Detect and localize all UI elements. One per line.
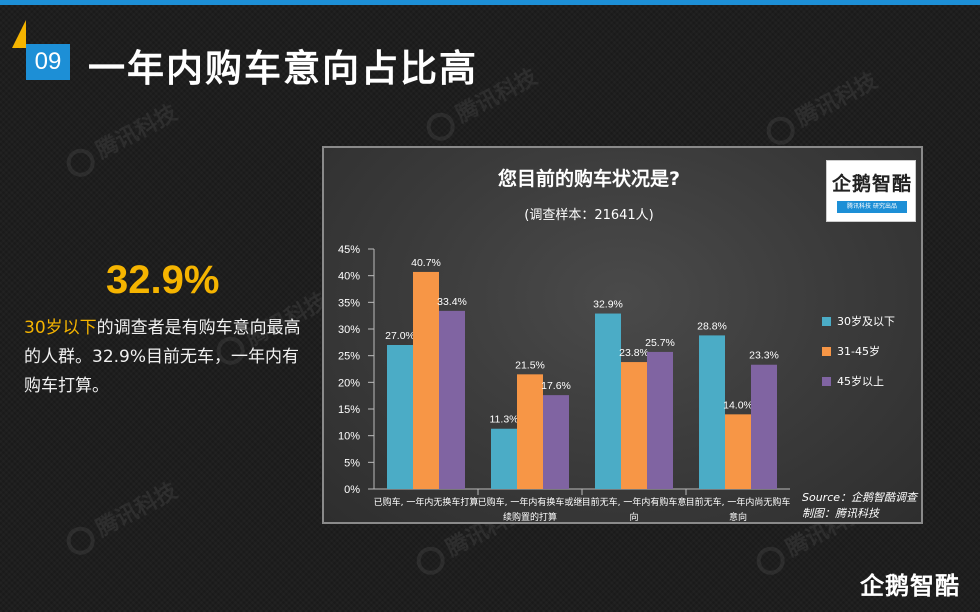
bar xyxy=(439,310,465,489)
chart-logo-name: 企鹅智酷 xyxy=(831,173,912,195)
top-accent-bar xyxy=(0,0,980,5)
y-tick-label: 30% xyxy=(338,324,360,336)
watermark-logo-icon xyxy=(751,541,790,580)
bar xyxy=(491,428,517,489)
y-tick-label: 45% xyxy=(338,244,360,256)
chart-logo: 企鹅智酷 腾讯科技 研究出品 xyxy=(826,160,916,222)
slide-number: 09 xyxy=(26,44,70,80)
bar-value-label: 25.7% xyxy=(645,337,675,349)
watermark: 腾讯科技 xyxy=(59,95,182,182)
bar-value-label: 17.6% xyxy=(541,380,571,392)
footer-logo: 企鹅智酷 xyxy=(860,572,960,600)
bar-value-label: 32.9% xyxy=(593,299,623,311)
bar xyxy=(413,271,439,489)
description-highlight: 30岁以下 xyxy=(24,318,97,338)
bar-value-label: 27.0% xyxy=(385,330,415,342)
legend-item: 31-45岁 xyxy=(822,336,895,366)
bar-value-label: 21.5% xyxy=(515,359,545,371)
legend-swatch xyxy=(822,346,831,356)
bar xyxy=(621,362,647,489)
bar-chart: 0% 5% 10% 15% 20% 25% 30% 35% 40% 45% 27.0% 40.7% 33… xyxy=(338,244,791,522)
legend-label: 31-45岁 xyxy=(837,345,880,358)
watermark-logo-icon xyxy=(411,541,450,580)
chart-title: 您目前的购车状况是? xyxy=(497,168,681,190)
source-line: Source：企鹅智酷调查 xyxy=(802,491,918,504)
legend-label: 30岁及以下 xyxy=(837,315,895,328)
x-category-label: 续购置的打算 xyxy=(503,511,557,522)
watermark-logo-icon xyxy=(761,111,800,150)
bar-value-label: 23.3% xyxy=(749,350,779,362)
chart-subtitle: (调查样本：21641人) xyxy=(524,208,654,223)
watermark-logo-icon xyxy=(421,107,460,146)
y-tick-label: 20% xyxy=(338,377,360,389)
y-tick-label: 10% xyxy=(338,431,360,443)
slide-title: 一年内购车意向占比高 xyxy=(88,47,478,90)
watermark: 腾讯科技 xyxy=(759,63,882,150)
x-category-label: 已购车, 一年内有换车或继 xyxy=(478,496,583,508)
x-category-label: 已购车, 一年内无换车打算 xyxy=(374,496,479,508)
bar-value-label: 40.7% xyxy=(411,257,441,269)
x-category-label: 目前无车, 一年内尚无购车 xyxy=(686,496,791,508)
chart-logo-tagline: 腾讯科技 研究出品 xyxy=(837,201,907,213)
y-tick-label: 25% xyxy=(338,351,360,363)
bar-value-label: 14.0% xyxy=(723,399,753,411)
bar xyxy=(595,313,621,489)
bar xyxy=(699,335,725,489)
legend-item: 45岁以上 xyxy=(822,366,895,396)
x-category-label: 目前无车, 一年内有购车意 xyxy=(582,496,687,508)
chart-source: Source：企鹅智酷调查 制图：腾讯科技 xyxy=(802,490,917,522)
x-category-label: 向 xyxy=(629,511,638,522)
chart-panel: 您目前的购车状况是? (调查样本：21641人) 企鹅智酷 腾讯科技 研究出品 … xyxy=(322,146,923,524)
description-text: 的调查者是有购车意向最高的人群。32.9%目前无车，一年内有购车打算。 xyxy=(24,318,301,396)
legend-label: 45岁以上 xyxy=(837,375,884,388)
bar xyxy=(647,351,673,489)
y-tick-label: 35% xyxy=(338,297,360,309)
bar-value-label: 33.4% xyxy=(437,296,467,308)
bar xyxy=(543,395,569,489)
legend-item: 30岁及以下 xyxy=(822,306,895,336)
y-tick-label: 0% xyxy=(344,484,360,496)
y-tick-label: 15% xyxy=(338,404,360,416)
bar-value-label: 23.8% xyxy=(619,347,649,359)
bar xyxy=(387,345,413,489)
legend-swatch xyxy=(822,316,831,326)
watermark-logo-icon xyxy=(61,521,100,560)
x-category-label: 意向 xyxy=(729,511,747,522)
bar xyxy=(517,374,543,489)
y-tick-label: 40% xyxy=(338,271,360,283)
bar-value-label: 11.3% xyxy=(490,414,519,426)
legend-swatch xyxy=(822,376,831,386)
watermark: 腾讯科技 xyxy=(59,473,182,560)
bar xyxy=(751,364,777,489)
chart-legend: 30岁及以下 31-45岁 45岁以上 xyxy=(822,306,895,396)
bar xyxy=(725,414,751,489)
watermark-logo-icon xyxy=(61,143,100,182)
description: 30岁以下的调查者是有购车意向最高的人群。32.9%目前无车，一年内有购车打算。 xyxy=(24,314,306,401)
y-tick-label: 5% xyxy=(344,457,360,469)
big-stat: 32.9% xyxy=(106,258,220,302)
credit-line: 制图：腾讯科技 xyxy=(802,507,879,520)
bar-value-label: 28.8% xyxy=(697,320,727,332)
